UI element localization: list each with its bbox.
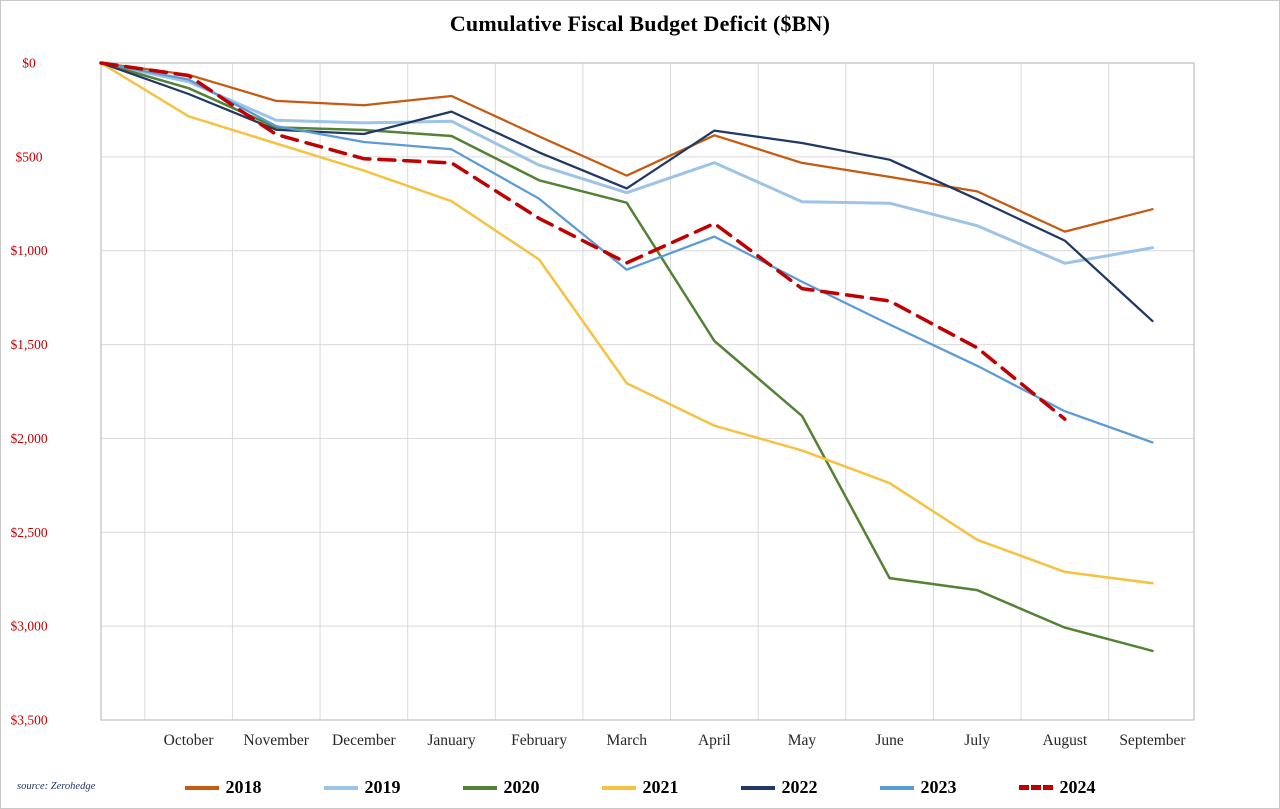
legend-label: 2022 [781,777,818,797]
series-line-2022 [99,61,1154,323]
legend-item-2023: 2023 [879,777,957,798]
legend-swatch-2024 [1018,785,1053,790]
y-axis-tick-label: $1,500 [10,337,47,352]
x-axis-tick-label: June [875,732,904,749]
y-axis-tick-label: $1,000 [10,243,47,258]
legend-swatch-2022 [740,785,775,790]
y-axis-tick-label: $2,500 [10,525,47,540]
y-axis-tick-label: $3,500 [10,713,47,728]
legend-item-2022: 2022 [740,777,818,798]
series-line-2021 [99,61,1154,585]
y-axis-tick-label: $3,000 [10,619,47,634]
plot-border [100,62,1195,721]
series-line-2020 [99,61,1154,653]
legend-swatch-2019 [323,785,358,790]
x-axis-tick-label: September [1119,732,1186,749]
legend-label: 2023 [920,777,957,797]
legend-item-2020: 2020 [462,777,540,798]
y-axis-tick-label: $500 [16,149,43,164]
legend-item-2019: 2019 [323,777,401,798]
legend-label: 2020 [503,777,540,797]
series-line-2018 [99,61,1154,233]
legend-swatch-2018 [184,785,219,790]
source-note: source: Zerohedge [17,781,96,792]
y-axis-tick-label: $2,000 [10,431,47,446]
legend-label: 2024 [1059,777,1096,797]
legend-item-2024: 2024 [1018,777,1096,798]
x-axis-tick-label: January [427,732,475,749]
x-axis-tick-label: October [164,732,215,749]
legend-swatch-2023 [879,785,914,790]
legend-item-2018: 2018 [184,777,262,798]
legend-item-2021: 2021 [601,777,679,798]
legend-swatch-2020 [462,785,497,790]
x-axis-tick-label: December [332,732,397,749]
x-axis-tick-label: April [698,732,731,749]
series-line-2024 [99,61,1067,421]
chart-title: Cumulative Fiscal Budget Deficit ($BN) [449,11,831,36]
x-axis-tick-label: February [511,732,567,749]
legend-swatch-2021 [601,785,636,790]
legend-label: 2019 [364,777,401,797]
x-axis-tick-label: July [964,732,990,749]
legend-label: 2021 [642,777,679,797]
legend-label: 2018 [225,777,262,797]
x-axis-tick-label: August [1042,732,1087,749]
legend: 2018 2019 2020 2021 2022 2023 2024 [1,777,1279,798]
x-axis-tick-label: May [788,732,817,749]
x-axis-tick-label: November [244,732,310,749]
x-axis-tick-label: March [607,732,648,749]
series-line-2019 [99,61,1154,265]
y-axis-tick-label: $0 [22,56,36,71]
series-line-2023 [99,61,1154,444]
